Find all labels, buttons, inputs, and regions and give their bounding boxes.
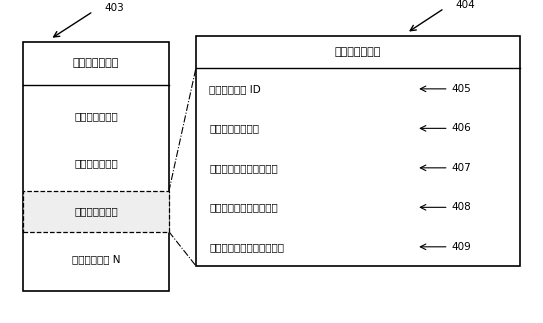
Text: 組立ブロック２: 組立ブロック２ [74, 159, 118, 169]
Text: 組立ブロック境界ボックス: 組立ブロック境界ボックス [210, 242, 285, 252]
Text: 403: 403 [104, 3, 124, 13]
Text: 組立ブロックＢ: 組立ブロックＢ [74, 206, 118, 216]
Text: 組立ブロック座標系原点: 組立ブロック座標系原点 [210, 163, 278, 173]
Text: 組立ブロック ID: 組立ブロック ID [210, 84, 261, 94]
Text: 407: 407 [451, 163, 471, 173]
Text: 組立ブロック N: 組立ブロック N [72, 255, 120, 265]
Bar [196, 36, 520, 266]
Text: 404: 404 [455, 0, 475, 10]
Text: 組立ブロック属性: 組立ブロック属性 [210, 123, 260, 133]
Text: 組立ブロックＢ: 組立ブロックＢ [334, 47, 381, 57]
Text: 409: 409 [451, 242, 471, 252]
Bar [23, 192, 169, 232]
Text: 組立ブロック１: 組立ブロック１ [74, 111, 118, 121]
Text: 408: 408 [451, 202, 471, 212]
Text: 組立ブロック座標系向き: 組立ブロック座標系向き [210, 202, 278, 212]
Text: 405: 405 [451, 84, 471, 94]
Bar [23, 42, 169, 291]
Text: 加えられた要素: 加えられた要素 [73, 58, 119, 68]
Text: 406: 406 [451, 123, 471, 133]
